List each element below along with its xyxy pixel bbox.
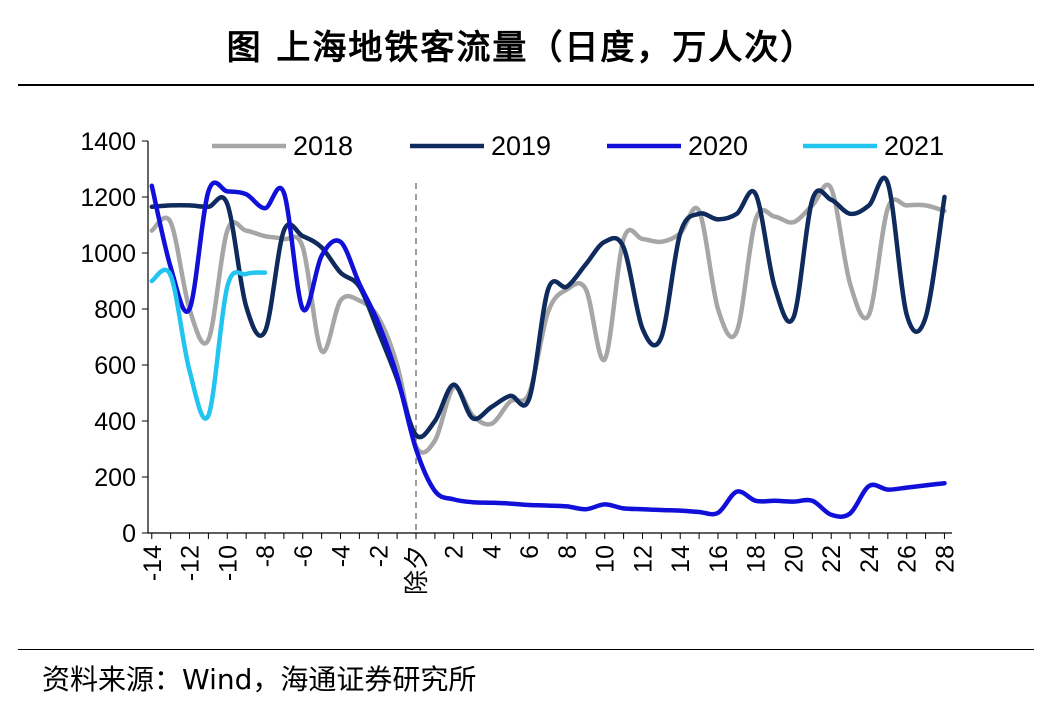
legend-label-2019: 2019 — [491, 131, 551, 161]
y-tick-label: 200 — [94, 464, 136, 492]
legend: 2018 2019 2020 2021 — [212, 131, 944, 161]
x-tick-label: 24 — [856, 545, 884, 573]
series-line-2018 — [149, 182, 947, 455]
legend-label-2021: 2021 — [884, 131, 944, 161]
x-tick-label: 18 — [743, 545, 771, 573]
source-note: 资料来源：Wind，海通证券研究所 — [42, 663, 477, 696]
x-tick-label: 10 — [592, 545, 620, 573]
x-tick-label: -6 — [290, 545, 318, 567]
y-tick-label: 1000 — [80, 240, 136, 268]
x-tick-label: 26 — [894, 545, 922, 573]
y-tick-label: 600 — [94, 352, 136, 380]
x-tick-label: -14 — [139, 545, 167, 581]
axes: 0 200 400 600 800 1000 1200 1400 -14 -12 -10 -8 -6 -4… — [80, 128, 959, 595]
x-tick-label: 除夕 — [403, 545, 431, 595]
y-tick-label: 1400 — [80, 128, 136, 156]
x-tick-label: 6 — [516, 545, 544, 559]
y-tick-label: 1200 — [80, 184, 136, 212]
x-tick-label: -12 — [177, 545, 205, 581]
source-rule — [18, 649, 1034, 650]
series-lines — [149, 175, 947, 519]
x-tick-label: 22 — [818, 545, 846, 573]
x-tick-label: 14 — [667, 545, 695, 573]
x-tick-label: 4 — [478, 545, 506, 559]
x-tick-label: 12 — [629, 545, 657, 573]
chart-title: 图 上海地铁客流量（日度，万人次） — [226, 28, 817, 68]
y-tick-label: 0 — [122, 520, 136, 548]
x-tick-label: 8 — [554, 545, 582, 559]
legend-label-2020: 2020 — [688, 131, 748, 161]
x-tick-label: 2 — [441, 545, 469, 559]
legend-label-2018: 2018 — [293, 131, 353, 161]
y-tick-label: 800 — [94, 296, 136, 324]
x-tick-label: -8 — [252, 545, 280, 567]
series-line-2021 — [149, 267, 268, 421]
x-tick-label: -2 — [365, 545, 393, 567]
x-tick-label: 28 — [931, 545, 959, 573]
y-tick-label: 400 — [94, 408, 136, 436]
series-line-2020 — [149, 180, 947, 519]
x-tick-label: 20 — [780, 545, 808, 573]
title-rule — [18, 84, 1034, 86]
x-tick-label: -10 — [214, 545, 242, 581]
series-line-2019 — [149, 175, 947, 440]
x-tick-label: -4 — [328, 545, 356, 567]
x-tick-label: 16 — [705, 545, 733, 573]
